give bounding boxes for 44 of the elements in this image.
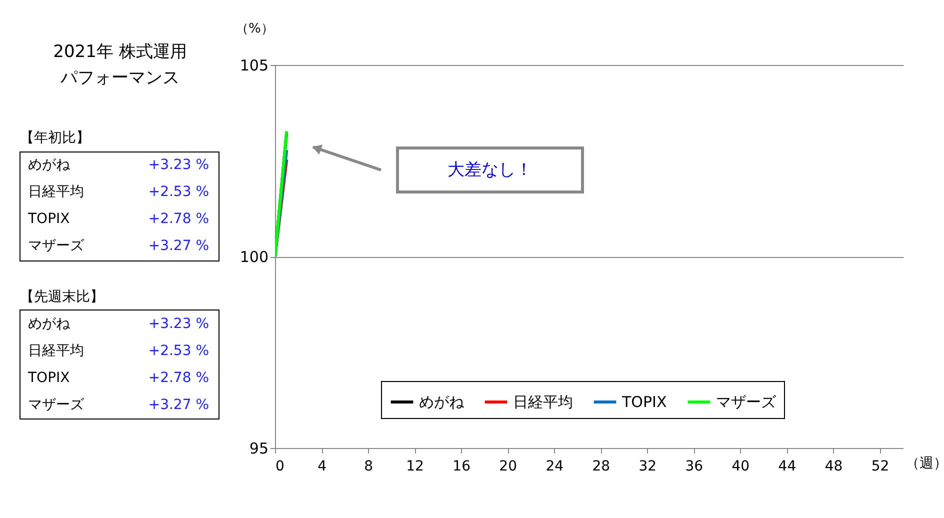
- text: 【年初比】: [20, 130, 90, 146]
- text: TOPIX: [27, 211, 70, 227]
- y-tick-label: 100: [240, 248, 268, 266]
- text: 日経平均: [28, 343, 84, 359]
- x-tick-label: 48: [824, 458, 843, 474]
- x-tick-label: 36: [685, 458, 704, 474]
- y-tick-label: 105: [240, 56, 268, 74]
- text: パフォーマンス: [60, 68, 180, 88]
- x-tick-label: 16: [452, 458, 471, 474]
- y-tick-label: 95: [249, 440, 268, 458]
- x-axis-title: （週）: [906, 456, 944, 472]
- text: +2.78 %: [148, 211, 209, 227]
- x-tick-label: 52: [871, 458, 890, 474]
- text: 日経平均: [28, 184, 84, 200]
- legend-label: めがね: [419, 393, 465, 411]
- text: +2.53 %: [148, 343, 209, 359]
- x-tick-label: 40: [732, 458, 750, 474]
- text: +2.78 %: [148, 370, 209, 386]
- text: 【先週末比】: [20, 289, 104, 305]
- text: +3.23 %: [148, 316, 209, 332]
- y-axis-title: （%）: [236, 22, 274, 36]
- text: +3.23 %: [148, 157, 209, 173]
- text: マザーズ: [28, 397, 85, 413]
- text: +3.27 %: [148, 238, 209, 254]
- x-tick-label: 32: [638, 458, 657, 474]
- annotation: 大差なし！: [448, 160, 532, 180]
- x-tick-label: 44: [778, 458, 796, 474]
- x-tick-label: 20: [499, 458, 518, 474]
- legend-label: マザーズ: [716, 393, 777, 411]
- x-tick-label: 28: [592, 458, 610, 474]
- text: 2021年 株式運用: [53, 42, 187, 62]
- text: マザーズ: [28, 238, 85, 254]
- legend-label: TOPIX: [621, 393, 667, 411]
- x-tick-label: 24: [546, 458, 564, 474]
- x-tick-label: 12: [406, 458, 424, 474]
- legend-label: 日経平均: [513, 393, 573, 411]
- x-tick-label: 0: [276, 458, 284, 474]
- text: +2.53 %: [148, 184, 209, 200]
- text: めがね: [28, 316, 71, 332]
- x-tick-label: 8: [364, 458, 373, 474]
- x-tick-label: 4: [318, 458, 327, 474]
- text: +3.27 %: [148, 397, 209, 413]
- text: めがね: [28, 157, 71, 173]
- text: TOPIX: [27, 370, 70, 386]
